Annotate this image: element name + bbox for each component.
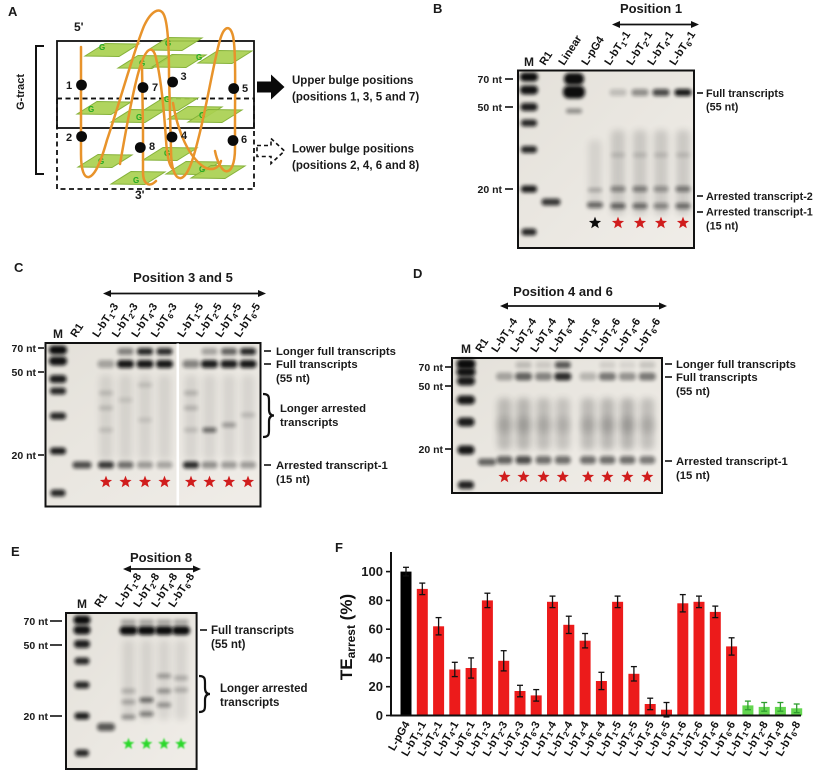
svg-text:3: 3	[181, 71, 187, 83]
svg-text:Longer arrested: Longer arrested	[220, 683, 308, 695]
svg-text:Longer arrested: Longer arrested	[280, 403, 366, 415]
svg-text:50 nt: 50 nt	[418, 381, 443, 393]
svg-text:M: M	[524, 55, 534, 69]
svg-text:TEarrest (%): TEarrest (%)	[337, 594, 358, 680]
svg-text:3': 3'	[135, 188, 145, 202]
svg-text:50 nt: 50 nt	[23, 640, 48, 652]
svg-text:80: 80	[369, 593, 383, 608]
svg-text:F: F	[335, 540, 343, 555]
svg-text:M: M	[77, 597, 87, 611]
svg-text:70 nt: 70 nt	[477, 74, 502, 86]
svg-text:Full transcripts: Full transcripts	[211, 625, 294, 637]
svg-text:G: G	[133, 176, 139, 185]
svg-text:Full transcripts: Full transcripts	[276, 359, 358, 371]
svg-text:G-tract: G-tract	[15, 74, 27, 110]
svg-text:2: 2	[66, 132, 72, 144]
svg-text:A: A	[8, 4, 18, 19]
svg-text:70 nt: 70 nt	[23, 616, 48, 628]
svg-text:G: G	[88, 105, 94, 114]
svg-text:Position 8: Position 8	[130, 550, 192, 565]
svg-text:(positions 1, 3, 5 and 7): (positions 1, 3, 5 and 7)	[292, 92, 419, 104]
svg-text:60: 60	[369, 622, 383, 637]
svg-text:Full transcripts: Full transcripts	[676, 372, 758, 384]
svg-text:5: 5	[242, 83, 248, 95]
svg-text:20 nt: 20 nt	[418, 444, 443, 456]
svg-text:G: G	[196, 53, 202, 62]
svg-text:8: 8	[149, 141, 155, 153]
svg-text:50 nt: 50 nt	[477, 102, 502, 114]
svg-text:Longer full transcripts: Longer full transcripts	[676, 359, 796, 371]
svg-text:1: 1	[66, 80, 72, 92]
svg-text:Full transcripts: Full transcripts	[706, 88, 784, 100]
svg-text:transcripts: transcripts	[280, 417, 338, 429]
svg-text:G: G	[199, 111, 205, 120]
svg-text:50 nt: 50 nt	[11, 367, 36, 379]
svg-text:D: D	[413, 266, 422, 281]
svg-text:transcripts: transcripts	[220, 697, 279, 709]
svg-text:Arrested transcript-1: Arrested transcript-1	[276, 460, 388, 472]
svg-text:E: E	[11, 544, 20, 559]
svg-text:Position 4 and 6: Position 4 and 6	[513, 284, 613, 299]
svg-text:Position 1: Position 1	[620, 1, 682, 16]
svg-text:Lower bulge positions: Lower bulge positions	[292, 144, 414, 156]
svg-text:(55 nt): (55 nt)	[676, 386, 710, 398]
svg-text:Arrested transcript-1: Arrested transcript-1	[706, 207, 813, 219]
svg-text:G: G	[136, 113, 142, 122]
svg-text:Position 3 and 5: Position 3 and 5	[133, 270, 233, 285]
svg-text:(15 nt): (15 nt)	[676, 470, 710, 482]
svg-text:G: G	[164, 95, 170, 104]
svg-text:C: C	[14, 260, 24, 275]
svg-text:100: 100	[361, 564, 383, 579]
svg-text:6: 6	[241, 134, 247, 146]
svg-text:Longer full transcripts: Longer full transcripts	[276, 346, 396, 358]
svg-text:20: 20	[369, 679, 383, 694]
svg-text:Upper bulge positions: Upper bulge positions	[292, 75, 413, 87]
svg-text:7: 7	[152, 82, 158, 94]
svg-text:4: 4	[181, 130, 188, 142]
svg-text:M: M	[461, 342, 471, 356]
svg-text:(55 nt): (55 nt)	[211, 639, 246, 651]
svg-text:G: G	[99, 43, 105, 52]
svg-text:20 nt: 20 nt	[23, 711, 48, 723]
svg-text:G: G	[199, 165, 205, 174]
svg-text:(55 nt): (55 nt)	[706, 102, 739, 114]
svg-text:Arrested transcript-2: Arrested transcript-2	[706, 191, 813, 203]
svg-text:20 nt: 20 nt	[477, 184, 502, 196]
svg-text:5': 5'	[74, 20, 84, 34]
svg-text:0: 0	[376, 708, 383, 723]
svg-text:B: B	[433, 1, 442, 16]
svg-text:(15 nt): (15 nt)	[276, 474, 310, 486]
svg-text:70 nt: 70 nt	[418, 362, 443, 374]
svg-text:(55 nt): (55 nt)	[276, 373, 310, 385]
svg-text:Arrested transcript-1: Arrested transcript-1	[676, 456, 788, 468]
svg-text:20 nt: 20 nt	[11, 450, 36, 462]
svg-text:70 nt: 70 nt	[11, 343, 36, 355]
svg-text:M: M	[53, 327, 63, 341]
svg-text:(positions 2, 4, 6 and 8): (positions 2, 4, 6 and 8)	[292, 160, 419, 172]
svg-text:(15 nt): (15 nt)	[706, 221, 739, 233]
svg-text:40: 40	[369, 650, 383, 665]
